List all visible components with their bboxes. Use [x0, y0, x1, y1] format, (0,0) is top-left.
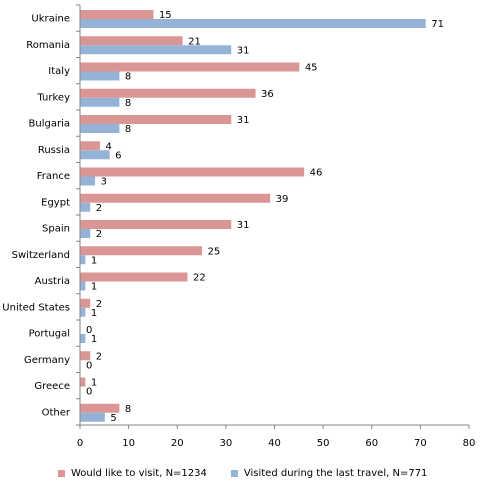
bar-series-2	[80, 124, 120, 133]
bar-series-1	[80, 167, 305, 177]
bar-series-1	[80, 10, 154, 19]
x-tick-label: 30	[220, 438, 233, 449]
data-label-series-2: 1	[91, 255, 97, 266]
x-tick-label: 70	[414, 438, 427, 449]
legend-label-series-1: Would like to visit, N=1234	[71, 468, 207, 479]
data-label-series-2: 5	[110, 413, 116, 424]
data-label-series-2: 2	[96, 229, 102, 240]
bar-series-1	[80, 272, 188, 282]
data-label-series-2: 2	[96, 203, 102, 214]
data-label-series-2: 31	[237, 45, 250, 56]
x-tick-label: 20	[171, 438, 184, 449]
bar-series-1	[80, 220, 232, 229]
bar-series-2	[80, 281, 86, 291]
data-label-series-1: 46	[310, 168, 323, 179]
data-label-series-2: 8	[125, 98, 131, 109]
category-label: Ukraine	[31, 14, 70, 25]
data-label-series-2: 1	[91, 334, 97, 345]
data-label-series-1: 1	[91, 378, 97, 389]
legend-item-series-2: Visited during the last travel, N=771	[230, 468, 428, 479]
data-label-series-1: 2	[96, 351, 102, 362]
data-label-series-2: 8	[125, 72, 131, 83]
bar-series-2	[80, 229, 91, 238]
bar-series-2	[80, 71, 120, 81]
category-label: Austria	[35, 276, 70, 287]
data-label-series-2: 71	[431, 19, 444, 30]
data-label-series-1: 45	[305, 63, 318, 74]
legend-item-series-1: Would like to visit, N=1234	[58, 468, 207, 479]
category-label: Spain	[42, 224, 70, 235]
category-label: France	[37, 171, 70, 182]
data-label-series-2: 1	[91, 308, 97, 319]
bar-series-2	[80, 255, 86, 265]
chart-legend: Would like to visit, N=1234 Visited duri…	[58, 468, 427, 479]
chart-axes	[76, 4, 470, 429]
category-label: Other	[42, 407, 71, 418]
category-label: Germany	[24, 355, 70, 366]
category-label: Egypt	[41, 197, 70, 208]
bar-series-1	[80, 403, 120, 413]
category-label: Portugal	[29, 329, 70, 340]
data-label-series-1: 2	[96, 299, 102, 310]
bar-series-2	[80, 19, 426, 28]
category-label: Bulgaria	[29, 119, 70, 130]
bar-series-1	[80, 298, 91, 308]
bar-series-1	[80, 377, 86, 387]
data-label-series-1: 31	[237, 115, 250, 126]
bar-series-1	[80, 36, 183, 46]
bar-series-2	[80, 307, 86, 317]
data-label-series-1: 39	[276, 194, 289, 205]
x-tick-label: 10	[122, 438, 135, 449]
data-label-series-1: 36	[261, 89, 274, 100]
data-label-series-2: 0	[86, 387, 92, 398]
category-label: Turkey	[36, 92, 70, 103]
data-label-series-2: 0	[86, 360, 92, 371]
legend-swatch-series-2	[230, 470, 238, 477]
x-tick-label: 0	[77, 438, 83, 449]
data-label-series-2: 3	[101, 177, 107, 188]
bar-series-1	[80, 62, 300, 72]
category-label: Romania	[26, 40, 70, 51]
data-label-series-1: 0	[86, 325, 92, 336]
bar-series-2	[80, 45, 232, 55]
bar-series-1	[80, 246, 203, 256]
legend-label-series-2: Visited during the last travel, N=771	[243, 468, 428, 479]
data-label-series-1: 25	[208, 246, 221, 257]
data-label-series-1: 31	[237, 220, 250, 231]
legend-swatch-series-1	[58, 470, 65, 477]
data-label-series-1: 22	[193, 273, 206, 284]
bar-series-2	[80, 412, 105, 422]
category-label: Italy	[48, 66, 70, 77]
data-label-series-1: 8	[125, 404, 131, 415]
category-label: Greece	[34, 381, 70, 392]
data-label-series-2: 1	[91, 282, 97, 293]
bar-series-2	[80, 334, 86, 343]
bar-series-1	[80, 193, 271, 203]
x-tick-label: 80	[463, 438, 476, 449]
bar-series-1	[80, 88, 256, 98]
x-tick-label: 60	[365, 438, 378, 449]
x-tick-label: 40	[268, 438, 281, 449]
data-label-series-2: 8	[125, 124, 131, 135]
bar-series-2	[80, 202, 91, 212]
data-label-series-2: 6	[115, 150, 121, 161]
x-tick-label: 50	[317, 438, 330, 449]
chart-bars	[80, 10, 426, 422]
bar-series-2	[80, 176, 96, 186]
data-label-series-1: 21	[188, 36, 201, 47]
category-label: Switzerland	[12, 250, 70, 261]
bar-series-1	[80, 351, 91, 361]
bar-series-2	[80, 150, 110, 160]
bar-series-1	[80, 141, 100, 151]
data-label-series-1: 4	[105, 141, 111, 152]
bar-series-2	[80, 97, 120, 107]
bar-series-1	[80, 115, 232, 124]
category-label: United States	[2, 302, 70, 313]
data-label-series-1: 15	[159, 10, 172, 21]
category-label: Russia	[38, 145, 70, 156]
